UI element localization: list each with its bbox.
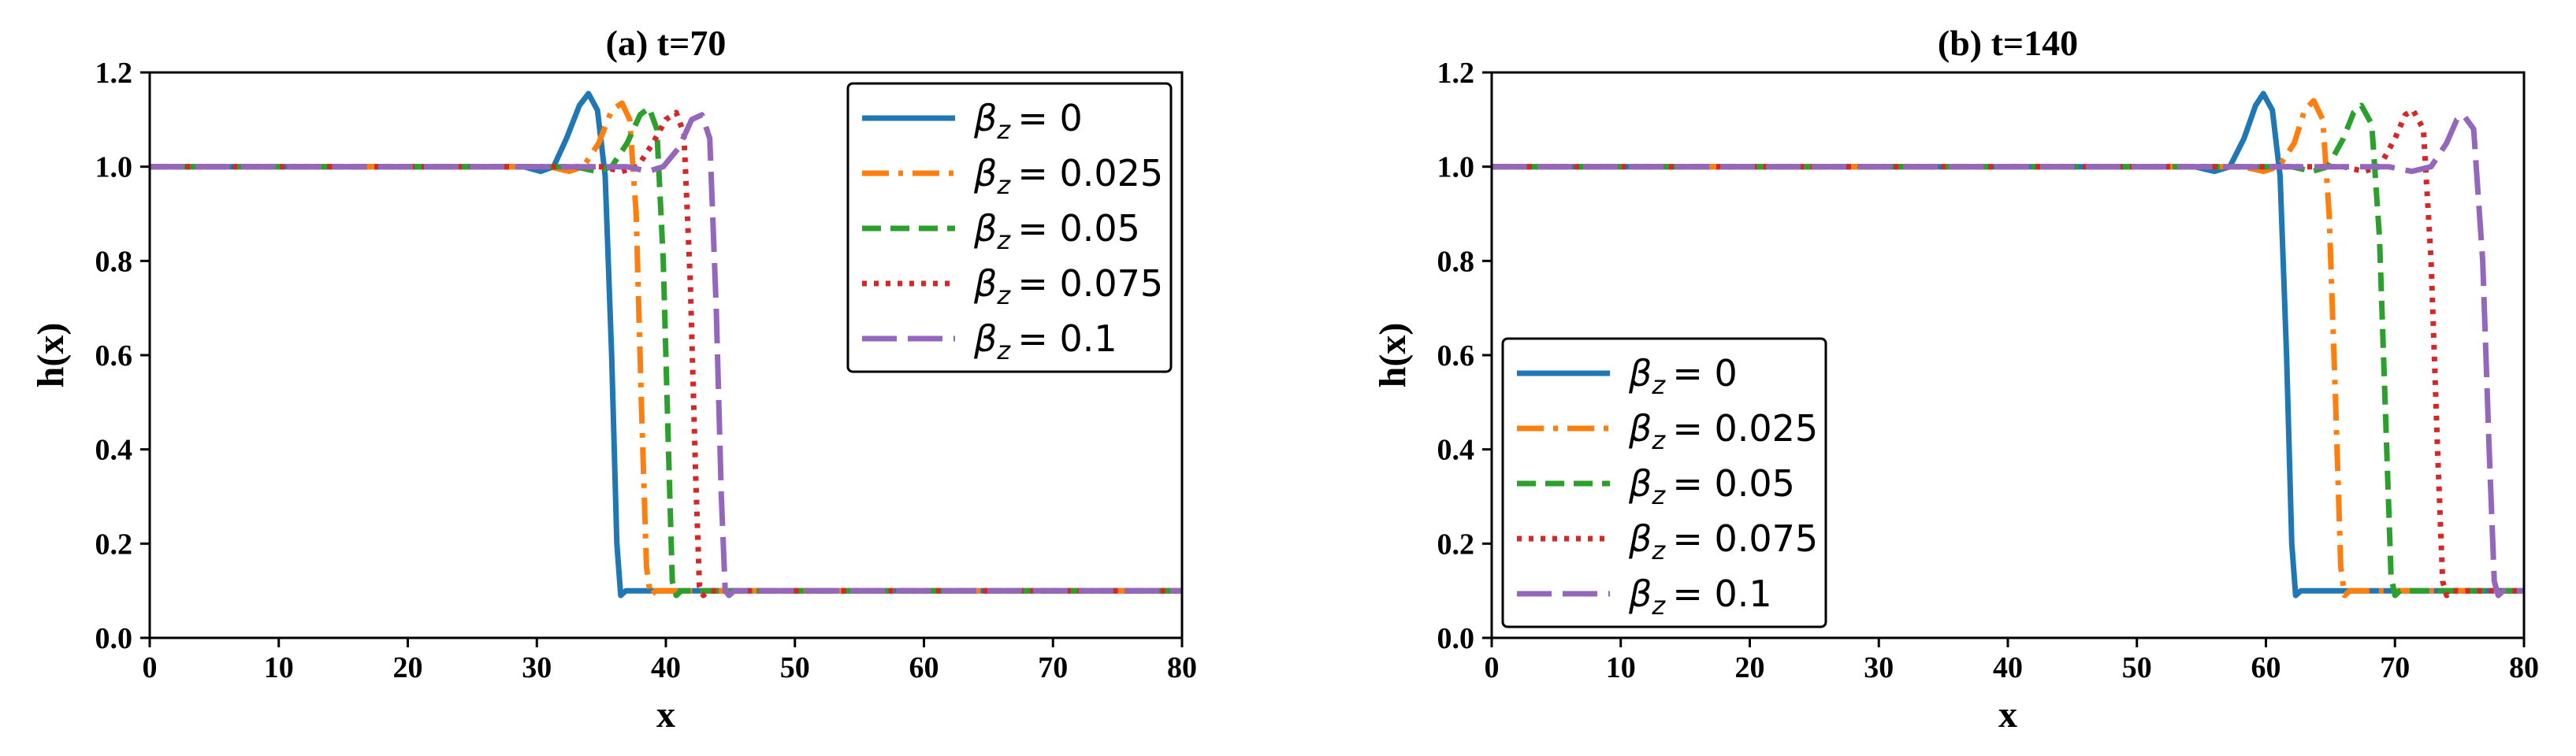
x-tick-label: 50 <box>2122 651 2152 684</box>
chart-panel-1: 0 10 20 30 40 50 60 70 80 0.0 0.2 0.4 0.6 0.8 1.0 1.2 (b… <box>1372 23 2539 736</box>
legend-label-1: βz = 0.025 <box>1628 407 1818 455</box>
x-axis-label: x <box>656 694 675 736</box>
legend-subscript: z <box>996 335 1011 365</box>
x-tick-label: 10 <box>1606 651 1636 684</box>
y-axis-label: h(x) <box>30 323 72 388</box>
x-tick-label: 10 <box>264 651 294 684</box>
legend-label-0: βz = 0 <box>973 97 1083 145</box>
legend-subscript: z <box>996 115 1011 145</box>
legend-symbol: β <box>1628 407 1652 450</box>
x-tick-label: 0 <box>1485 651 1500 684</box>
series-line-1 <box>150 100 1182 598</box>
series-line-3 <box>150 109 1182 598</box>
legend-value: = 0.1 <box>1665 573 1772 615</box>
legend-symbol: β <box>1628 573 1652 615</box>
series-group <box>1492 91 2524 598</box>
y-tick-label: 0.0 <box>1437 622 1475 655</box>
legend-box <box>846 82 1173 373</box>
x-tick-label: 80 <box>2509 651 2539 684</box>
legend-value: = 0.025 <box>1010 152 1163 195</box>
y-tick-label: 0.6 <box>95 339 133 372</box>
legend-box <box>1501 337 1827 628</box>
y-tick-label: 1.2 <box>1437 57 1475 90</box>
x-tick-label: 30 <box>1864 651 1894 684</box>
x-tick-label: 40 <box>651 651 681 684</box>
y-tick-label: 0.8 <box>1437 245 1475 278</box>
x-tick-label: 0 <box>143 651 158 684</box>
legend-symbol: β <box>1628 352 1652 395</box>
legend-label-2: βz = 0.05 <box>973 207 1140 255</box>
legend-symbol: β <box>973 207 997 250</box>
series-line-0 <box>1492 91 2524 598</box>
x-tick-label: 70 <box>2380 651 2410 684</box>
x-axis-label: x <box>1998 694 2017 736</box>
legend-value: = 0.025 <box>1665 407 1818 450</box>
x-tick-label: 60 <box>2251 651 2281 684</box>
series-line-3 <box>1492 107 2524 598</box>
chart-title: (b) t=140 <box>1938 23 2078 63</box>
y-tick-label: 1.0 <box>95 151 133 184</box>
series-group <box>150 91 1182 598</box>
legend-symbol: β <box>973 317 997 360</box>
chart-title: (a) t=70 <box>606 23 727 63</box>
legend-subscript: z <box>996 225 1011 255</box>
legend-label-2: βz = 0.05 <box>1628 462 1795 510</box>
legend-subscript: z <box>1651 480 1666 510</box>
legend-value: = 0.075 <box>1010 262 1163 305</box>
series-line-2 <box>150 105 1182 598</box>
legend-subscript: z <box>1651 425 1666 455</box>
x-tick-label: 20 <box>1735 651 1765 684</box>
y-tick-label: 0.0 <box>95 622 133 655</box>
x-tick-label: 50 <box>780 651 810 684</box>
y-tick-label: 0.2 <box>95 528 133 561</box>
series-line-1 <box>1492 98 2524 598</box>
legend-subscript: z <box>996 170 1011 200</box>
legend-value: = 0 <box>1010 97 1083 139</box>
chart-panel-0: 0 10 20 30 40 50 60 70 80 0.0 0.2 0.4 0.6 0.8 1.0 1.2 (a… <box>30 23 1197 736</box>
x-tick-label: 30 <box>522 651 552 684</box>
x-tick-label: 40 <box>1993 651 2023 684</box>
x-tick-label: 20 <box>393 651 423 684</box>
legend-symbol: β <box>973 97 997 139</box>
legend-label-4: βz = 0.1 <box>1628 573 1772 621</box>
x-tick-label: 80 <box>1167 651 1197 684</box>
series-line-0 <box>150 91 1182 598</box>
legend-symbol: β <box>1628 462 1652 505</box>
legend-label-3: βz = 0.075 <box>973 262 1163 310</box>
legend-subscript: z <box>1651 370 1666 400</box>
series-line-4 <box>1492 112 2524 598</box>
legend-label-1: βz = 0.025 <box>973 152 1163 200</box>
x-tick-label: 70 <box>1038 651 1068 684</box>
legend-label-4: βz = 0.1 <box>973 317 1117 365</box>
y-tick-label: 0.8 <box>95 245 133 278</box>
legend-subscript: z <box>996 280 1011 310</box>
legend-value: = 0.05 <box>1665 462 1795 505</box>
legend-symbol: β <box>1628 517 1652 560</box>
x-tick-label: 60 <box>909 651 939 684</box>
y-tick-label: 0.4 <box>1437 434 1475 467</box>
legend-subscript: z <box>1651 591 1666 621</box>
y-tick-label: 0.6 <box>1437 339 1475 372</box>
legend-value: = 0.075 <box>1665 517 1818 560</box>
legend-subscript: z <box>1651 536 1666 565</box>
y-tick-label: 1.0 <box>1437 151 1475 184</box>
y-tick-label: 1.2 <box>95 57 133 90</box>
legend-label-3: βz = 0.075 <box>1628 517 1818 565</box>
legend-label-0: βz = 0 <box>1628 352 1738 400</box>
legend-value: = 0 <box>1665 352 1738 395</box>
legend-value: = 0.1 <box>1010 317 1117 360</box>
legend-symbol: β <box>973 152 997 195</box>
series-line-4 <box>150 112 1182 598</box>
y-axis-label: h(x) <box>1372 323 1414 388</box>
legend-value: = 0.05 <box>1010 207 1140 250</box>
y-tick-label: 0.4 <box>95 434 133 467</box>
series-line-2 <box>1492 102 2524 598</box>
legend-symbol: β <box>973 262 997 305</box>
y-tick-label: 0.2 <box>1437 528 1475 561</box>
